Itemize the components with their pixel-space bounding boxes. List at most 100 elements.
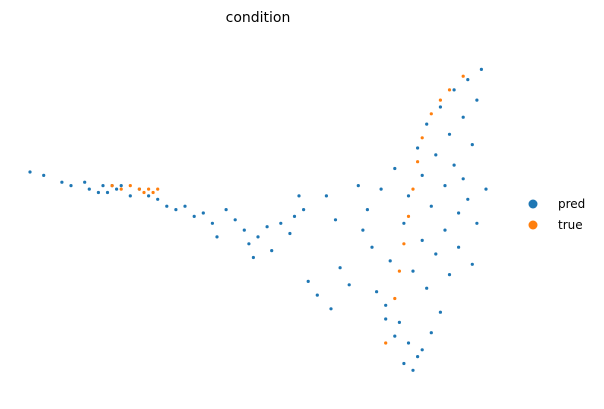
point-pred-42 bbox=[347, 283, 351, 287]
point-pred-55 bbox=[406, 194, 411, 198]
point-pred-85 bbox=[479, 67, 483, 71]
point-pred-61 bbox=[425, 286, 429, 290]
point-pred-7 bbox=[101, 184, 105, 188]
legend-label-true: true bbox=[558, 218, 583, 232]
point-true-3 bbox=[137, 187, 141, 191]
point-pred-47 bbox=[375, 290, 379, 294]
point-pred-68 bbox=[438, 310, 442, 314]
point-pred-43 bbox=[356, 184, 360, 188]
point-true-7 bbox=[156, 187, 160, 191]
point-pred-39 bbox=[329, 307, 333, 311]
point-pred-10 bbox=[115, 187, 119, 191]
point-pred-69 bbox=[443, 184, 447, 188]
point-pred-71 bbox=[447, 132, 452, 136]
point-true-6 bbox=[151, 190, 155, 195]
point-pred-15 bbox=[156, 197, 160, 201]
point-pred-33 bbox=[292, 214, 297, 218]
point-pred-37 bbox=[315, 293, 319, 297]
point-pred-31 bbox=[279, 221, 283, 225]
legend-marker-pred bbox=[528, 199, 538, 209]
point-pred-48 bbox=[379, 187, 383, 191]
point-pred-60 bbox=[420, 173, 424, 177]
point-pred-84 bbox=[475, 98, 479, 102]
point-pred-2 bbox=[60, 180, 64, 184]
point-true-5 bbox=[147, 187, 151, 191]
point-pred-86 bbox=[484, 187, 488, 191]
point-pred-46 bbox=[370, 245, 374, 249]
point-true-15 bbox=[420, 136, 424, 140]
point-pred-1 bbox=[42, 173, 46, 177]
point-pred-58 bbox=[416, 146, 420, 150]
point-pred-79 bbox=[466, 78, 470, 82]
point-pred-34 bbox=[297, 194, 301, 198]
legend-marker-true bbox=[528, 220, 538, 230]
point-true-8 bbox=[384, 341, 388, 345]
point-pred-88 bbox=[420, 348, 424, 352]
point-pred-17 bbox=[174, 208, 178, 212]
point-pred-21 bbox=[210, 221, 214, 225]
point-pred-80 bbox=[466, 197, 470, 201]
point-pred-82 bbox=[470, 143, 474, 147]
point-pred-54 bbox=[406, 341, 411, 345]
point-pred-53 bbox=[402, 221, 406, 225]
point-true-16 bbox=[429, 112, 433, 116]
point-pred-16 bbox=[165, 204, 169, 208]
point-pred-74 bbox=[452, 88, 456, 92]
point-pred-28 bbox=[256, 235, 260, 239]
point-pred-29 bbox=[265, 225, 269, 229]
point-pred-90 bbox=[393, 334, 397, 338]
scatter-points bbox=[28, 67, 488, 372]
point-pred-52 bbox=[397, 320, 401, 324]
point-pred-78 bbox=[461, 177, 465, 181]
point-pred-12 bbox=[128, 194, 132, 198]
point-pred-27 bbox=[251, 255, 255, 260]
point-pred-8 bbox=[105, 190, 110, 195]
point-true-19 bbox=[461, 74, 465, 78]
point-true-1 bbox=[119, 187, 123, 191]
point-pred-26 bbox=[247, 242, 251, 246]
point-pred-40 bbox=[333, 218, 338, 222]
point-pred-5 bbox=[87, 187, 91, 191]
point-pred-38 bbox=[324, 194, 328, 198]
point-true-11 bbox=[402, 242, 406, 246]
point-true-13 bbox=[411, 187, 415, 191]
point-pred-87 bbox=[411, 368, 415, 372]
point-pred-30 bbox=[270, 249, 274, 253]
point-pred-44 bbox=[361, 228, 365, 232]
point-pred-35 bbox=[302, 208, 306, 212]
point-pred-11 bbox=[119, 184, 123, 188]
point-pred-57 bbox=[416, 355, 420, 359]
point-pred-63 bbox=[429, 331, 433, 335]
point-pred-0 bbox=[28, 170, 32, 174]
legend-label-pred: pred bbox=[558, 197, 585, 211]
point-pred-51 bbox=[393, 166, 397, 171]
point-true-18 bbox=[447, 88, 452, 92]
point-pred-24 bbox=[233, 218, 237, 222]
point-pred-64 bbox=[429, 204, 433, 208]
chart-title: condition bbox=[226, 10, 291, 26]
point-true-14 bbox=[416, 160, 420, 164]
point-pred-83 bbox=[475, 221, 479, 225]
point-pred-32 bbox=[288, 231, 292, 236]
point-pred-45 bbox=[365, 208, 369, 212]
point-pred-36 bbox=[306, 279, 310, 283]
point-pred-20 bbox=[201, 211, 205, 215]
point-pred-70 bbox=[443, 228, 447, 232]
point-pred-91 bbox=[384, 317, 388, 321]
point-pred-23 bbox=[224, 208, 228, 212]
point-pred-22 bbox=[215, 235, 219, 239]
point-pred-19 bbox=[192, 214, 196, 218]
point-true-4 bbox=[142, 190, 146, 195]
point-pred-77 bbox=[461, 115, 465, 119]
point-pred-75 bbox=[457, 211, 461, 215]
point-pred-18 bbox=[183, 204, 187, 208]
point-pred-4 bbox=[83, 180, 87, 184]
point-pred-59 bbox=[420, 238, 424, 242]
point-true-0 bbox=[110, 184, 114, 188]
point-pred-76 bbox=[457, 245, 461, 249]
point-pred-25 bbox=[242, 228, 246, 232]
point-true-2 bbox=[128, 184, 132, 188]
point-true-10 bbox=[397, 269, 401, 273]
point-pred-89 bbox=[402, 361, 406, 366]
